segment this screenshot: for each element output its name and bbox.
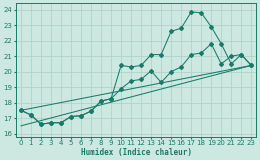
X-axis label: Humidex (Indice chaleur): Humidex (Indice chaleur) <box>81 148 192 156</box>
